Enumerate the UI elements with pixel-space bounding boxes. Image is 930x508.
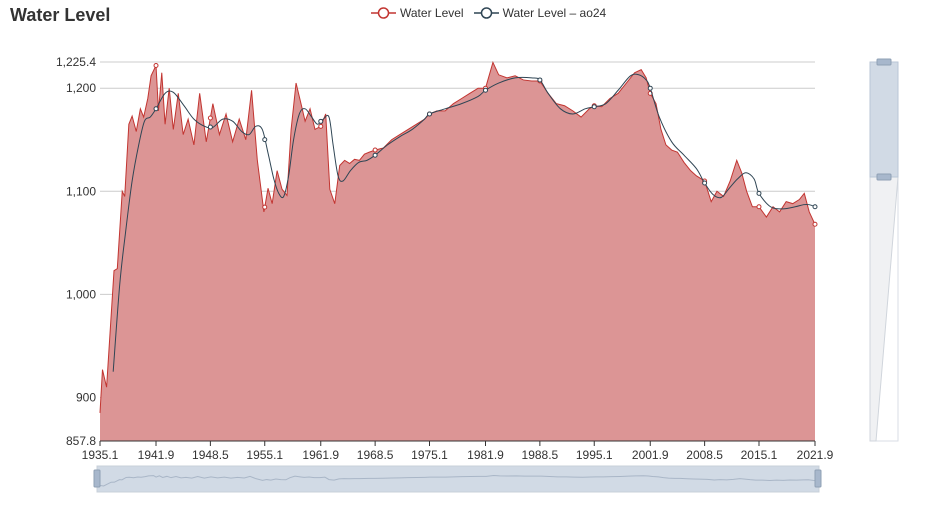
marker-water-level-ao24[interactable] — [153, 106, 159, 112]
x-axis-ticks: 1935.1 1941.9 1948.5 1955.1 1961.9 1968.5 1975… — [82, 441, 834, 462]
marker-water-level-ao24[interactable] — [262, 137, 268, 143]
y-slider-top-handle-icon[interactable] — [876, 58, 892, 66]
marker-water-level-ao24[interactable] — [812, 204, 818, 210]
legend-line-marker-icon — [473, 7, 499, 19]
marker-water-level-ao24[interactable] — [207, 124, 213, 130]
x-tick-label: 2001.9 — [632, 448, 669, 462]
x-tick-label: 1961.9 — [302, 448, 339, 462]
marker-water-level-ao24[interactable] — [591, 104, 597, 110]
x-tick-label: 2015.1 — [741, 448, 778, 462]
y-tick-label: 1,200 — [66, 81, 96, 95]
marker-water-level[interactable] — [153, 63, 159, 69]
y-tick-label: 1,100 — [66, 184, 96, 198]
y-slider-window[interactable] — [869, 61, 899, 178]
x-tick-label: 1968.5 — [357, 448, 394, 462]
x-tick-label: 1941.9 — [138, 448, 175, 462]
x-datazoom-slider — [93, 465, 822, 493]
x-tick-label: 1935.1 — [82, 448, 119, 462]
x-slider-right-handle-icon[interactable] — [814, 469, 822, 488]
x-tick-label: 1955.1 — [246, 448, 283, 462]
marker-water-level-ao24[interactable] — [318, 118, 324, 124]
y-tick-label: 1,000 — [66, 287, 96, 301]
marker-water-level-ao24[interactable] — [647, 85, 653, 91]
legend: Water Level Water Level – ao24 — [371, 5, 616, 21]
y-tick-label: 857.8 — [66, 434, 96, 448]
line-water-level-ao24 — [112, 73, 816, 372]
marker-water-level[interactable] — [207, 115, 213, 121]
x-tick-label: 1988.5 — [522, 448, 559, 462]
marker-water-level[interactable] — [812, 221, 818, 227]
smoothed-series-layer — [112, 73, 818, 372]
legend-item-water-level[interactable]: Water Level — [371, 6, 464, 20]
x-tick-label: 2021.9 — [797, 448, 834, 462]
marker-water-level[interactable] — [262, 204, 268, 210]
y-tick-label: 1,225.4 — [56, 55, 96, 69]
legend-label-water-level-ao24: Water Level – ao24 — [502, 6, 607, 20]
marker-water-level[interactable] — [372, 147, 378, 153]
area-series-layer — [99, 60, 818, 441]
y-tick-label: 900 — [76, 390, 96, 404]
legend-item-water-level-ao24[interactable]: Water Level – ao24 — [473, 6, 607, 20]
area-fill-water-level — [100, 62, 815, 441]
y-slider-bottom-handle-icon[interactable] — [876, 173, 892, 181]
marker-water-level-ao24[interactable] — [537, 77, 543, 83]
marker-water-level-ao24[interactable] — [483, 87, 489, 93]
y-datazoom-slider — [869, 58, 899, 442]
legend-label-water-level: Water Level — [400, 6, 464, 20]
marker-water-level[interactable] — [318, 123, 324, 129]
x-tick-label: 2008.5 — [686, 448, 723, 462]
chart-title: Water Level — [10, 5, 111, 25]
x-tick-label: 1975.1 — [411, 448, 448, 462]
x-slider-left-handle-icon[interactable] — [93, 469, 101, 488]
x-slider-track[interactable] — [96, 465, 820, 493]
marker-water-level-ao24[interactable] — [372, 152, 378, 158]
marker-water-level-ao24[interactable] — [426, 111, 432, 117]
y-axis-ticks: 857.8 900 1,000 1,100 1,200 1,225.4 — [56, 55, 96, 448]
marker-water-level-ao24[interactable] — [702, 180, 708, 186]
x-tick-label: 1948.5 — [192, 448, 229, 462]
x-tick-label: 1995.1 — [576, 448, 613, 462]
marker-water-level[interactable] — [756, 204, 762, 210]
legend-line-marker-icon — [371, 7, 396, 19]
x-tick-label: 1981.9 — [467, 448, 504, 462]
x-slider-preview-line — [96, 474, 820, 488]
marker-water-level-ao24[interactable] — [756, 190, 762, 196]
